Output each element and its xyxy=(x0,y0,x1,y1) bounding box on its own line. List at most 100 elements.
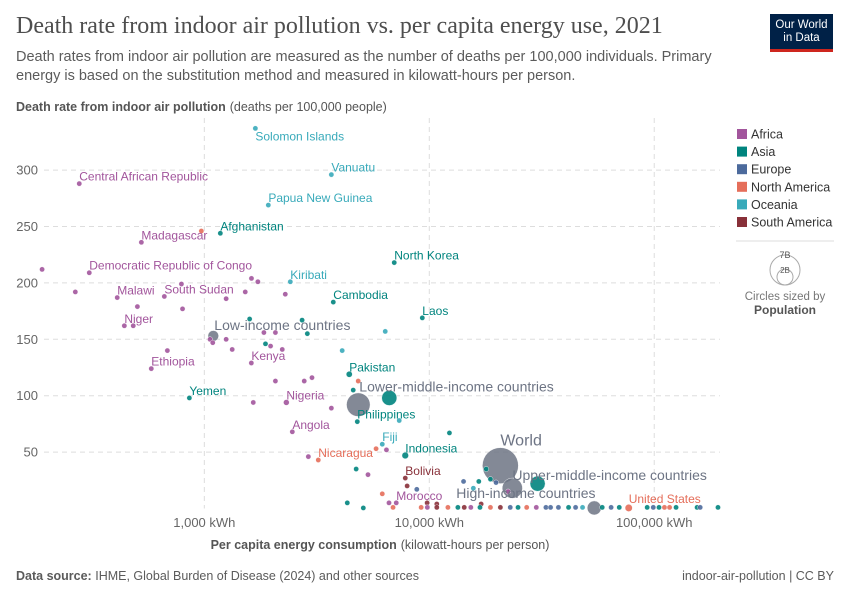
data-point xyxy=(252,125,259,132)
point-label: Afghanistan xyxy=(220,219,283,233)
data-point xyxy=(460,478,467,485)
data-point xyxy=(386,500,392,506)
data-point xyxy=(198,228,205,234)
data-point xyxy=(418,504,424,511)
y-tick-label: 250 xyxy=(16,219,38,234)
point-label: South Sudan xyxy=(164,282,233,296)
point-label: Central African Republic xyxy=(79,170,208,184)
data-point xyxy=(383,447,390,453)
legend-swatch-africa xyxy=(737,129,747,139)
data-point xyxy=(217,230,224,237)
gridlines xyxy=(44,118,720,509)
data-point xyxy=(483,466,489,472)
data-point xyxy=(250,399,257,406)
data-point xyxy=(396,417,403,424)
data-point xyxy=(272,378,279,384)
data-point xyxy=(624,504,633,512)
data-point xyxy=(138,239,145,246)
data-point xyxy=(402,475,409,481)
data-point xyxy=(328,171,335,178)
data-point xyxy=(715,504,721,511)
data-point xyxy=(283,399,290,406)
size-variable: Population xyxy=(754,303,816,317)
data-point xyxy=(345,370,353,378)
y-axis-label: Death rate from indoor air pollution (dea… xyxy=(16,100,387,114)
data-point xyxy=(301,378,308,384)
legend-item-north-america: North America xyxy=(751,180,830,194)
source-label: Data source: xyxy=(16,569,92,583)
owid-logo[interactable]: Our World in Data xyxy=(770,14,833,52)
data-point xyxy=(487,504,494,511)
data-point xyxy=(599,504,606,511)
data-point xyxy=(134,303,141,310)
point-label: Papua New Guinea xyxy=(268,191,372,205)
x-axis-label-bold: Per capita energy consumption xyxy=(211,538,397,552)
data-point xyxy=(353,466,359,472)
data-point xyxy=(666,504,673,511)
point-label: World xyxy=(500,433,541,450)
chart-title: Death rate from indoor air pollution vs.… xyxy=(16,13,663,39)
point-label: Pakistan xyxy=(349,360,395,374)
data-point xyxy=(179,306,186,312)
data-point xyxy=(265,202,272,208)
data-point xyxy=(608,504,614,511)
data-point xyxy=(355,378,361,384)
point-label: Kenya xyxy=(251,349,285,363)
data-point xyxy=(419,315,426,321)
data-point xyxy=(476,478,482,485)
data-point xyxy=(339,347,345,354)
data-point xyxy=(468,504,474,511)
data-point xyxy=(381,390,398,406)
data-point xyxy=(547,504,554,511)
point-label: North Korea xyxy=(394,249,459,263)
x-tick-label: 100,000 kWh xyxy=(616,515,693,530)
data-point xyxy=(393,500,400,506)
data-point xyxy=(315,457,322,463)
data-point xyxy=(262,341,269,347)
legend-item-oceania: Oceania xyxy=(751,198,798,212)
legend-item-africa: Africa xyxy=(751,128,783,142)
data-point xyxy=(267,343,274,349)
data-point xyxy=(330,299,337,305)
data-point xyxy=(261,329,267,336)
legend-item-europe: Europe xyxy=(751,163,791,177)
data-point xyxy=(248,275,255,282)
point-label: Kiribati xyxy=(290,268,327,282)
point-label: Yemen xyxy=(189,384,226,398)
data-point xyxy=(248,360,255,366)
data-point xyxy=(76,180,83,187)
data-point xyxy=(533,504,540,511)
data-point xyxy=(186,395,193,401)
data-point xyxy=(656,504,662,511)
data-point xyxy=(246,316,253,322)
footer-license[interactable]: indoor-air-pollution | CC BY xyxy=(682,569,834,583)
data-point xyxy=(446,430,453,436)
point-label: Niger xyxy=(124,312,153,326)
data-point xyxy=(461,504,468,511)
y-tick-label: 50 xyxy=(24,445,38,460)
data-point xyxy=(350,387,357,393)
data-points xyxy=(39,125,721,516)
data-point xyxy=(121,322,128,329)
source-text[interactable]: IHME, Global Burden of Disease (2024) an… xyxy=(95,569,419,583)
data-point xyxy=(178,281,185,287)
data-point xyxy=(279,346,286,353)
data-point xyxy=(616,504,623,511)
data-point xyxy=(382,328,389,335)
point-label: Bolivia xyxy=(405,464,441,478)
point-label: Laos xyxy=(422,304,448,318)
y-axis-ticks: 50 100 150 200 250 300 xyxy=(16,163,38,460)
logo-line-1: Our World xyxy=(775,18,828,31)
data-point xyxy=(529,475,546,492)
data-point xyxy=(148,365,155,372)
x-axis-label: Per capita energy consumption (kilowatt-h… xyxy=(211,538,550,552)
legend-item-asia: Asia xyxy=(751,145,775,159)
data-point xyxy=(505,488,511,495)
data-point xyxy=(445,504,451,511)
data-point xyxy=(344,500,351,506)
data-point xyxy=(414,486,420,493)
data-point xyxy=(644,504,650,511)
data-point xyxy=(272,329,279,336)
y-tick-label: 150 xyxy=(16,332,38,347)
data-point xyxy=(209,339,216,346)
